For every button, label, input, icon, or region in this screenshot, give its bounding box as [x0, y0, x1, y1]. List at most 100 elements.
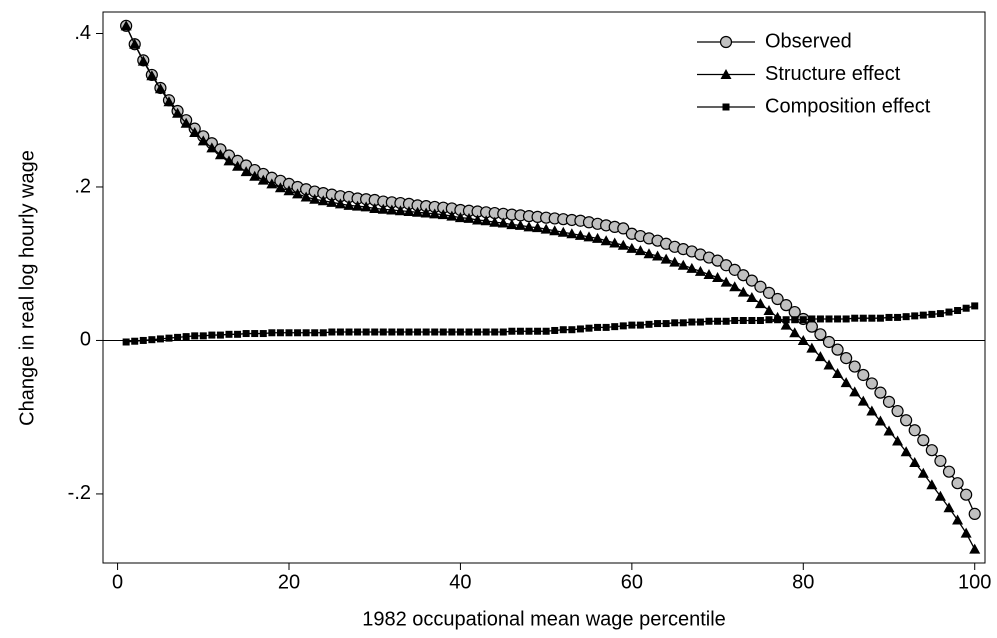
marker: [720, 276, 732, 287]
marker: [748, 316, 756, 324]
marker: [645, 320, 653, 328]
marker: [677, 259, 689, 270]
marker: [951, 477, 964, 490]
marker: [925, 444, 938, 457]
y-axis-label: Change in real log hourly wage: [16, 150, 38, 426]
marker: [756, 316, 764, 324]
marker: [148, 336, 156, 344]
marker: [216, 331, 224, 339]
x-tick-label: 100: [958, 571, 991, 593]
marker: [943, 502, 955, 513]
marker: [791, 316, 799, 324]
marker: [420, 207, 432, 218]
marker: [214, 149, 226, 160]
marker: [259, 330, 267, 338]
marker: [808, 315, 816, 323]
marker: [474, 328, 482, 336]
marker: [189, 126, 201, 137]
marker: [163, 96, 175, 107]
marker: [497, 217, 509, 228]
marker: [465, 328, 473, 336]
marker: [422, 328, 430, 336]
marker: [891, 404, 904, 418]
marker: [902, 313, 910, 321]
marker: [514, 219, 526, 230]
marker: [737, 286, 749, 297]
marker: [523, 221, 535, 232]
marker: [960, 488, 973, 501]
marker: [842, 315, 850, 323]
marker: [276, 329, 284, 337]
marker: [249, 170, 261, 181]
marker: [319, 329, 327, 337]
marker: [714, 317, 722, 325]
marker: [609, 237, 621, 248]
marker: [302, 329, 310, 337]
marker: [592, 232, 604, 243]
marker: [506, 219, 518, 230]
marker: [345, 328, 353, 336]
marker: [129, 38, 141, 49]
marker: [317, 195, 329, 206]
marker: [908, 424, 921, 437]
marker: [463, 212, 475, 223]
marker: [394, 205, 406, 216]
marker: [174, 333, 182, 341]
marker: [489, 216, 501, 227]
marker: [240, 166, 252, 177]
marker: [892, 435, 904, 446]
marker: [857, 395, 869, 406]
marker: [242, 330, 250, 338]
marker: [182, 333, 190, 341]
marker: [617, 222, 630, 235]
marker: [765, 316, 773, 324]
marker: [636, 321, 644, 329]
marker: [705, 317, 713, 325]
marker: [628, 321, 636, 329]
marker: [499, 328, 507, 336]
marker: [917, 434, 930, 447]
marker: [754, 298, 766, 309]
marker: [437, 209, 449, 220]
marker: [197, 135, 209, 146]
marker: [694, 265, 706, 276]
marker: [762, 286, 776, 299]
marker: [456, 328, 464, 336]
legend-label: Structure effect: [765, 63, 901, 85]
marker: [532, 222, 544, 233]
legend-label: Observed: [765, 30, 852, 52]
marker: [780, 319, 792, 330]
marker: [371, 328, 379, 336]
marker: [822, 335, 836, 349]
marker: [446, 210, 458, 221]
marker: [534, 327, 542, 335]
marker: [831, 343, 844, 356]
marker: [525, 327, 533, 335]
marker: [268, 329, 276, 337]
marker: [782, 316, 790, 324]
marker: [840, 352, 853, 365]
marker: [900, 446, 912, 457]
marker: [739, 316, 747, 324]
x-tick-label: 40: [449, 571, 471, 593]
marker: [405, 328, 413, 336]
marker: [137, 55, 149, 66]
marker: [962, 304, 970, 312]
marker: [362, 328, 370, 336]
marker: [834, 315, 842, 323]
series-line: [126, 305, 975, 343]
marker: [414, 328, 422, 336]
x-tick-label: 80: [792, 571, 814, 593]
marker: [292, 188, 304, 199]
marker: [754, 280, 767, 293]
marker: [814, 328, 827, 341]
marker: [626, 242, 638, 253]
marker: [917, 467, 929, 478]
marker: [619, 322, 627, 330]
marker: [508, 327, 516, 335]
marker: [131, 337, 139, 345]
marker: [388, 328, 396, 336]
marker: [574, 229, 586, 240]
marker: [851, 314, 859, 322]
